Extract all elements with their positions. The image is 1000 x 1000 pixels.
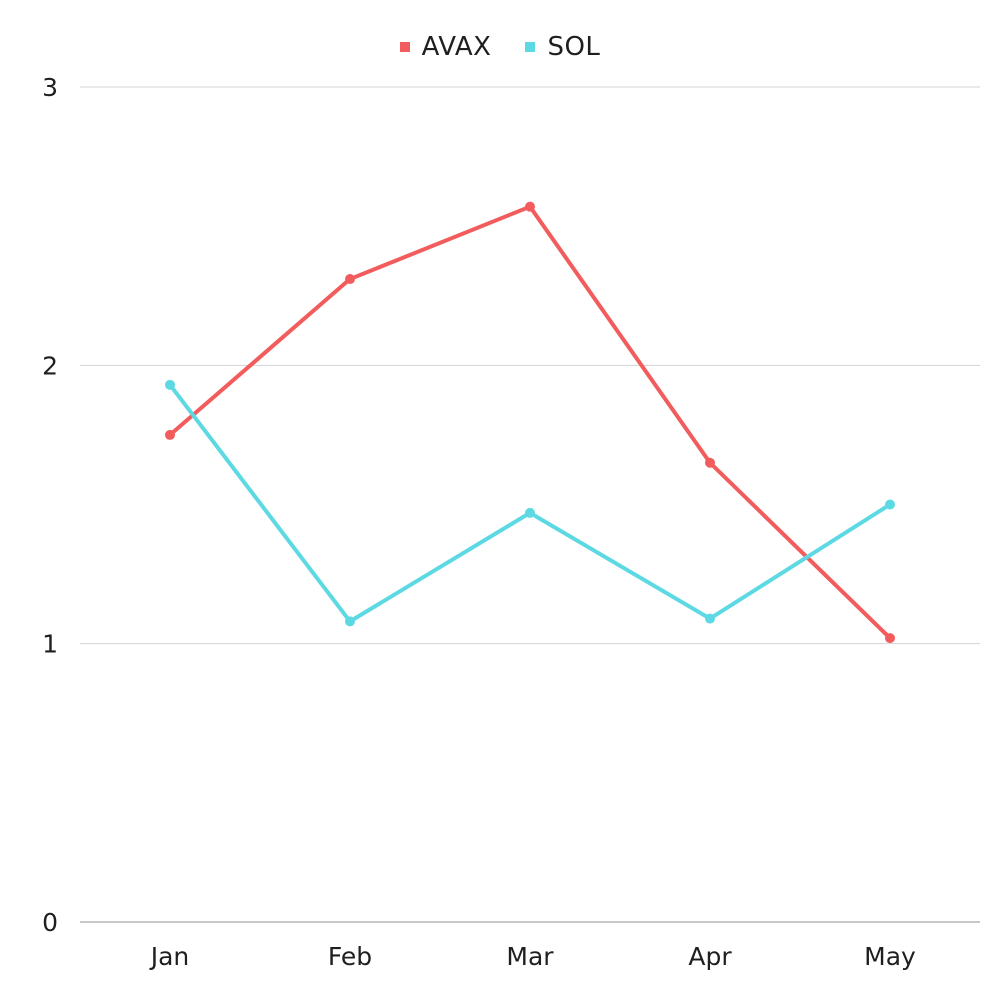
y-tick-label: 1 [42, 630, 58, 659]
data-point-sol[interactable] [345, 616, 355, 627]
series-avax [165, 201, 895, 644]
legend-item-avax[interactable]: AVAX [399, 32, 492, 62]
data-point-avax[interactable] [885, 633, 895, 644]
legend: AVAX SOL [0, 30, 1000, 64]
series-line-sol[interactable] [168, 382, 892, 624]
data-point-sol[interactable] [705, 613, 715, 624]
legend-label-sol: SOL [547, 32, 601, 62]
y-tick-label: 0 [42, 908, 58, 937]
data-point-avax[interactable] [705, 457, 715, 468]
series-sol [165, 379, 895, 627]
series-lines [165, 201, 895, 644]
grid-lines [80, 86, 980, 923]
data-point-sol[interactable] [885, 499, 895, 510]
x-tick-label: May [864, 942, 916, 971]
legend-swatch-sol [525, 42, 536, 52]
x-tick-label: Feb [328, 942, 372, 971]
data-point-sol[interactable] [525, 507, 535, 518]
data-point-sol[interactable] [165, 379, 175, 390]
x-tick-label: Apr [688, 942, 732, 971]
y-tick-label: 2 [42, 351, 58, 380]
y-tick-label: 3 [42, 73, 58, 102]
x-tick-label: Mar [506, 942, 554, 971]
x-tick-label: Jan [149, 942, 190, 971]
legend-item-sol[interactable]: SOL [525, 32, 600, 62]
legend-swatch-avax [399, 42, 410, 52]
y-axis-ticks: 0 1 2 3 [42, 73, 58, 937]
data-point-avax[interactable] [345, 274, 355, 285]
data-point-avax[interactable] [525, 201, 535, 212]
legend-label-avax: AVAX [421, 32, 492, 62]
data-point-avax[interactable] [165, 429, 175, 440]
x-axis-ticks: Jan Feb Mar Apr May [149, 942, 916, 971]
